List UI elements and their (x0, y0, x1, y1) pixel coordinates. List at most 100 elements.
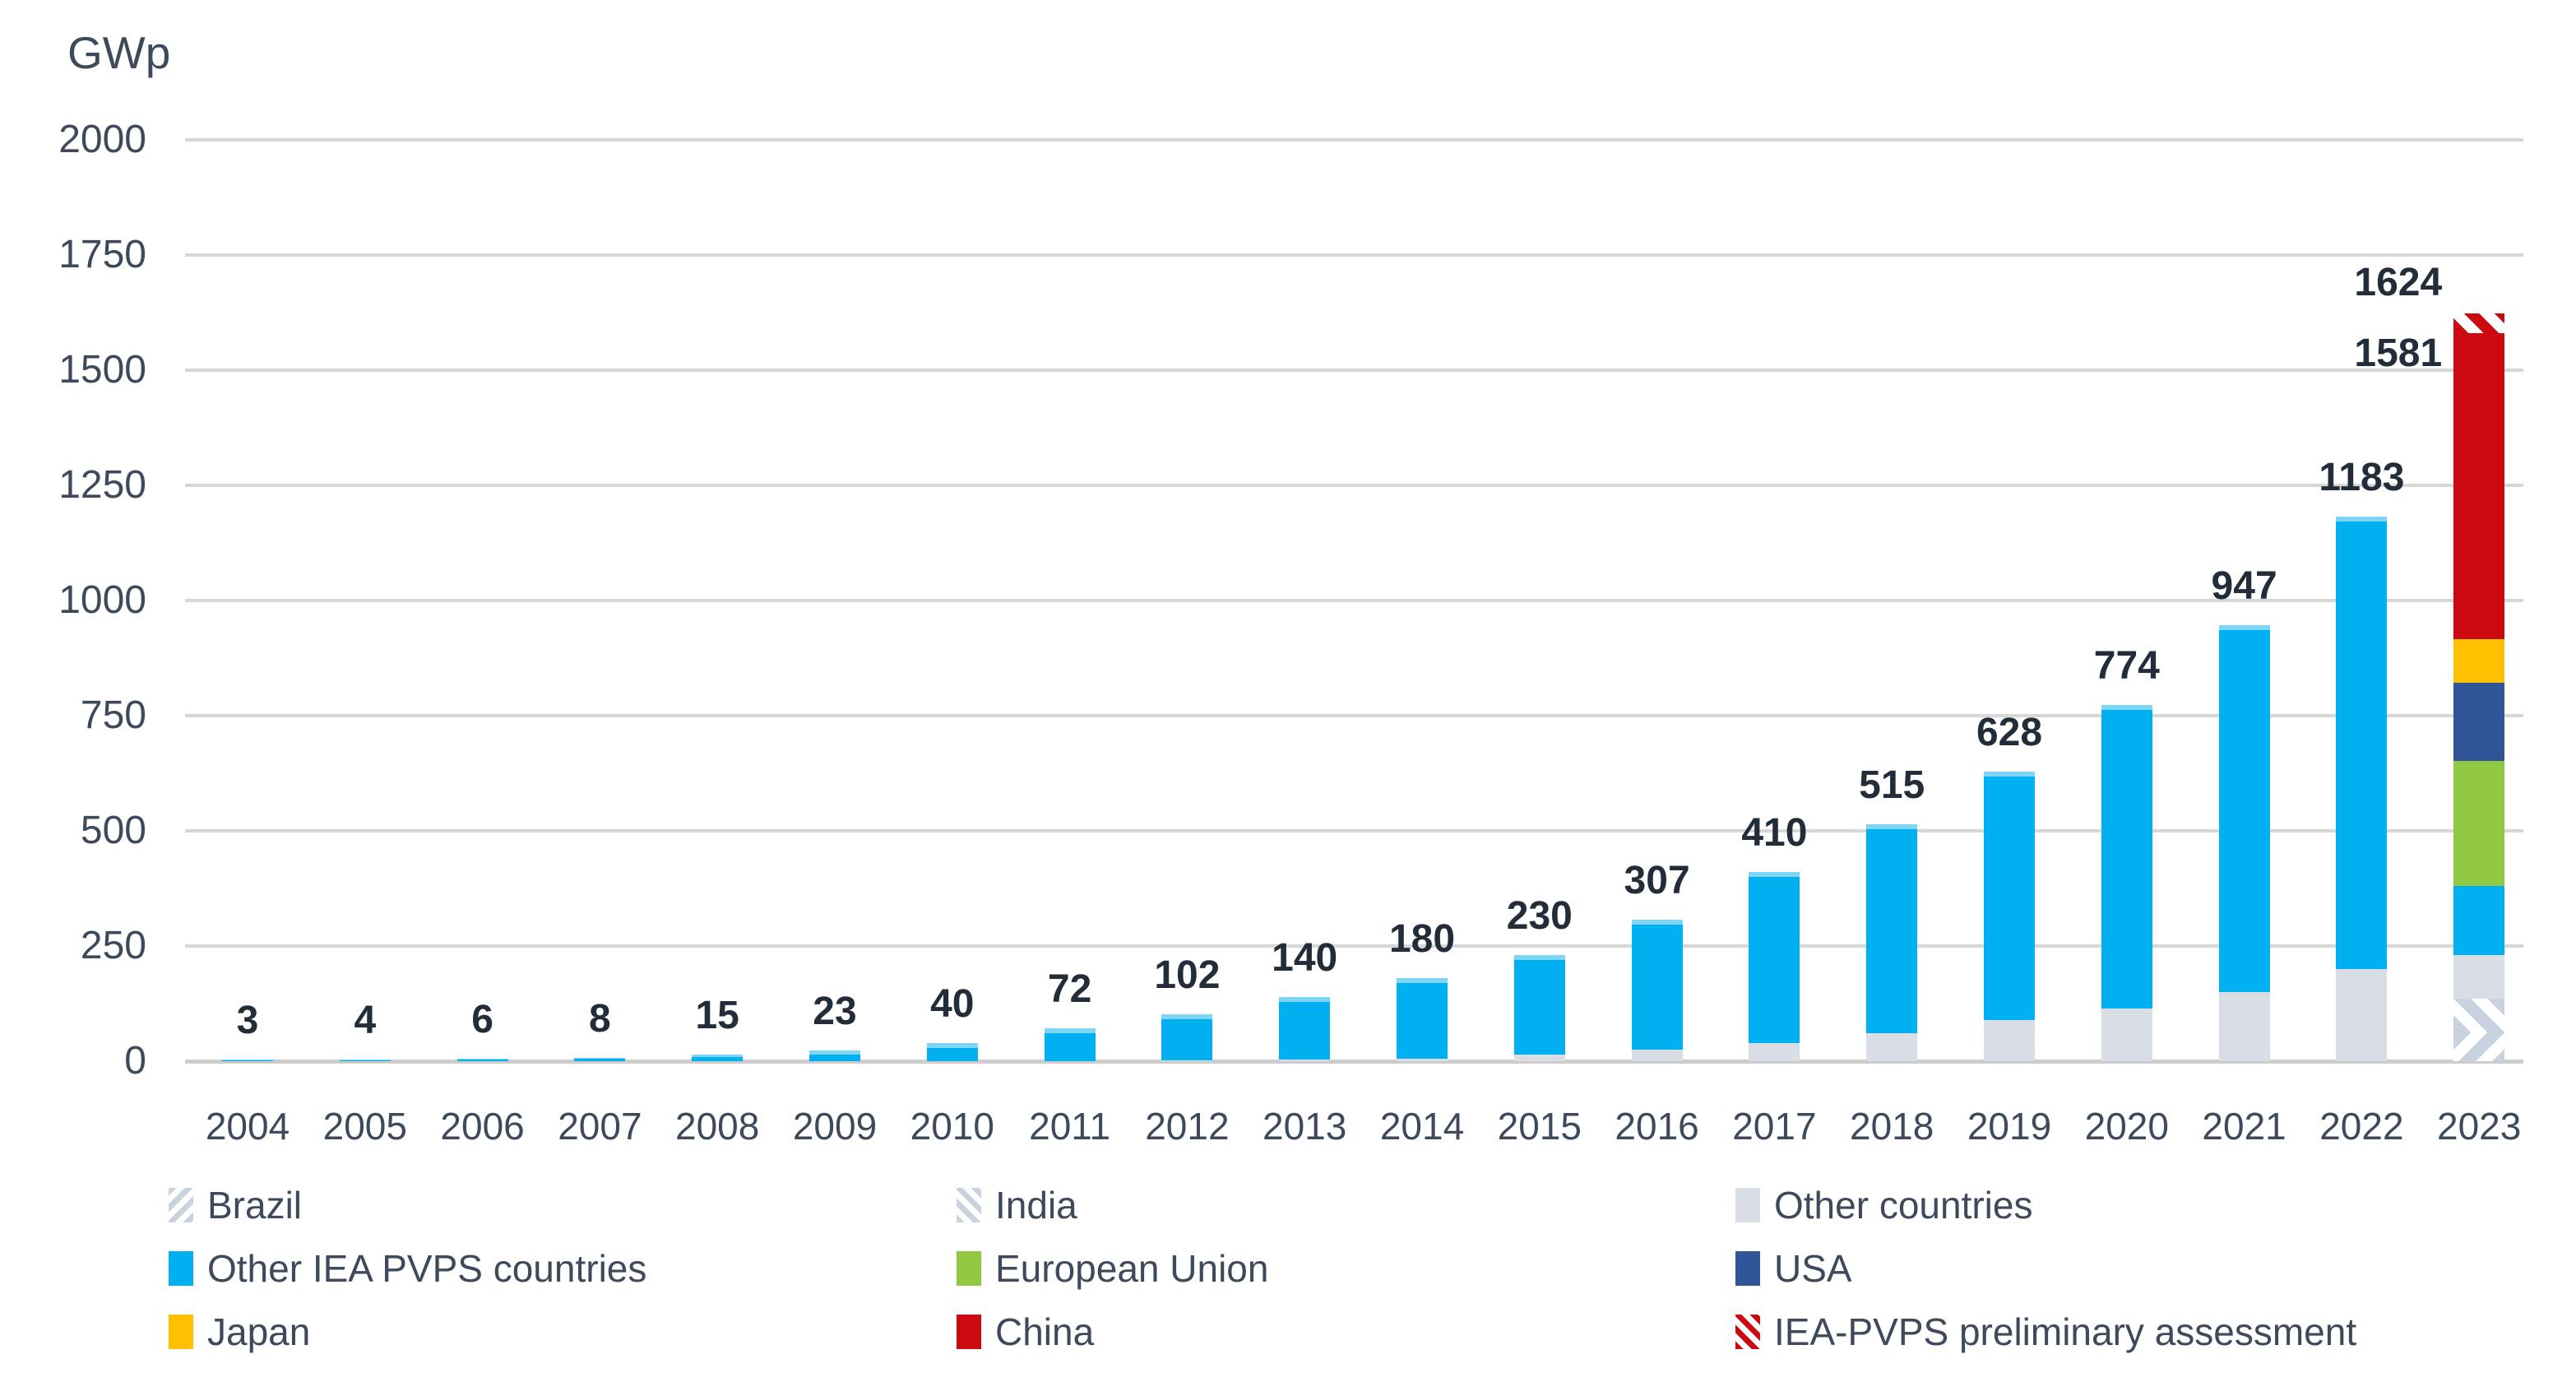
legend-swatch-brazil (169, 1188, 193, 1222)
bar-2016-other_countries (1631, 1050, 1683, 1061)
bar-2007-other_iea_pvps (574, 1057, 626, 1061)
bar-2023-preliminary (2453, 313, 2505, 333)
legend-item-brazil: Brazil (169, 1186, 302, 1224)
bar-2016-cap (1631, 920, 1683, 925)
x-tick-2014: 2014 (1379, 1105, 1465, 1148)
gridline-1750 (185, 253, 2523, 257)
bar-value-label-2022: 1183 (2319, 455, 2405, 499)
gridline-1000 (185, 599, 2523, 602)
bar-2023-india (2453, 999, 2505, 1033)
legend-swatch-european_union (957, 1251, 981, 1286)
bar-2023-japan (2453, 639, 2505, 683)
legend-item-european_union: European Union (957, 1250, 1268, 1287)
legend-label-usa: USA (1774, 1247, 1852, 1290)
legend-swatch-india (957, 1188, 981, 1222)
x-tick-2022: 2022 (2319, 1105, 2404, 1148)
legend-label-china: China (995, 1310, 1095, 1353)
bar-value-label-2006: 6 (471, 997, 493, 1041)
bar-value-label-2011: 72 (1047, 967, 1092, 1011)
legend-item-india: India (957, 1186, 1077, 1224)
legend-swatch-other_iea_pvps (169, 1251, 193, 1286)
bar-value-label-2013: 140 (1272, 935, 1338, 980)
legend-label-european_union: European Union (995, 1247, 1269, 1290)
bar-2023-other_countries (2453, 955, 2505, 999)
bar-2006-other_iea_pvps (456, 1058, 508, 1061)
bar-2011-other_iea_pvps (1044, 1027, 1096, 1061)
bar-value-label-2019: 628 (1976, 711, 2043, 755)
x-tick-2013: 2013 (1263, 1105, 1347, 1148)
gridline-500 (185, 829, 2523, 832)
bar-value-label-2010: 40 (930, 981, 975, 1026)
x-tick-2010: 2010 (910, 1105, 994, 1148)
bar-2018-other_countries (1866, 1033, 1918, 1061)
bar-2013-cap (1279, 996, 1331, 1002)
bar-2016-other_iea_pvps (1631, 920, 1683, 1050)
bar-value-label-2020: 774 (2093, 643, 2160, 688)
bar-2021-other_iea_pvps (2218, 624, 2270, 992)
legend-label-preliminary: IEA-PVPS preliminary assessment (1774, 1310, 2357, 1353)
legend-item-preliminary: IEA-PVPS preliminary assessment (1735, 1313, 2356, 1351)
x-tick-2008: 2008 (675, 1105, 760, 1148)
x-tick-2005: 2005 (322, 1105, 407, 1148)
y-tick-1500: 1500 (58, 348, 146, 392)
x-tick-2012: 2012 (1145, 1105, 1230, 1148)
x-tick-2019: 2019 (1967, 1105, 2052, 1148)
bar-2009-cap (809, 1050, 860, 1055)
gridline-750 (185, 714, 2523, 717)
bar-2013-other_iea_pvps (1279, 996, 1331, 1060)
x-tick-2004: 2004 (205, 1105, 290, 1148)
bar-2022-other_iea_pvps (2336, 516, 2388, 969)
bar-2018-other_iea_pvps (1866, 823, 1918, 1034)
bar-2019-cap (1984, 772, 2035, 777)
bar-2019-other_iea_pvps (1984, 772, 2035, 1020)
x-tick-2015: 2015 (1497, 1105, 1582, 1148)
bar-value-label-2005: 4 (354, 998, 377, 1042)
bar-2014-cap (1397, 978, 1448, 984)
gridline-0 (185, 1060, 2523, 1064)
bar-2014-other_iea_pvps (1397, 978, 1448, 1059)
legend-item-usa: USA (1735, 1250, 1852, 1287)
y-tick-0: 0 (124, 1039, 146, 1083)
y-tick-2000: 2000 (58, 118, 146, 161)
bar-2008-other_iea_pvps (692, 1054, 744, 1061)
x-tick-2016: 2016 (1615, 1105, 1699, 1148)
gridline-1250 (185, 484, 2523, 487)
legend-label-other_iea_pvps: Other IEA PVPS countries (207, 1247, 647, 1290)
legend-swatch-china (957, 1315, 981, 1349)
x-tick-2021: 2021 (2202, 1105, 2286, 1148)
bar-2021-cap (2218, 624, 2270, 630)
bar-2005-other_iea_pvps (339, 1059, 391, 1061)
bar-2015-cap (1513, 955, 1565, 961)
x-tick-2011: 2011 (1029, 1105, 1111, 1148)
bar-2018-cap (1866, 823, 1918, 829)
x-tick-2017: 2017 (1732, 1105, 1817, 1148)
legend-label-other_countries: Other countries (1774, 1184, 2033, 1227)
bar-2020-cap (2101, 704, 2152, 710)
legend-label-japan: Japan (207, 1310, 311, 1353)
bar-2015-other_countries (1513, 1054, 1565, 1061)
gridline-250 (185, 944, 2523, 948)
bar-value-label-2014: 180 (1388, 917, 1456, 962)
bar-value-label-2009: 23 (813, 990, 857, 1034)
bar-2023-other_iea_pvps (2453, 885, 2505, 956)
bar-2012-other_countries (1161, 1060, 1213, 1061)
bar-value-label-2004: 3 (236, 999, 259, 1043)
x-tick-2018: 2018 (1850, 1105, 1934, 1148)
legend-swatch-preliminary (1735, 1315, 1760, 1349)
bar-2017-cap (1749, 872, 1800, 878)
bar-2012-cap (1161, 1013, 1213, 1019)
bar-value-label-2017: 410 (1741, 811, 1808, 856)
y-tick-1000: 1000 (58, 578, 146, 622)
x-tick-2007: 2007 (558, 1105, 642, 1148)
bar-value-label-2015: 230 (1506, 894, 1573, 939)
bar-value-label-2007: 8 (589, 996, 611, 1041)
bar-2012-other_iea_pvps (1161, 1013, 1213, 1060)
bar-2021-other_countries (2218, 992, 2270, 1061)
bar-2023-usa (2453, 682, 2505, 762)
bar-value-label-2023-1624: 1624 (2354, 261, 2443, 304)
x-tick-2023: 2023 (2437, 1105, 2522, 1148)
legend-swatch-usa (1735, 1251, 1760, 1286)
legend-label-india: India (995, 1184, 1077, 1227)
bar-2013-other_countries (1279, 1060, 1331, 1061)
